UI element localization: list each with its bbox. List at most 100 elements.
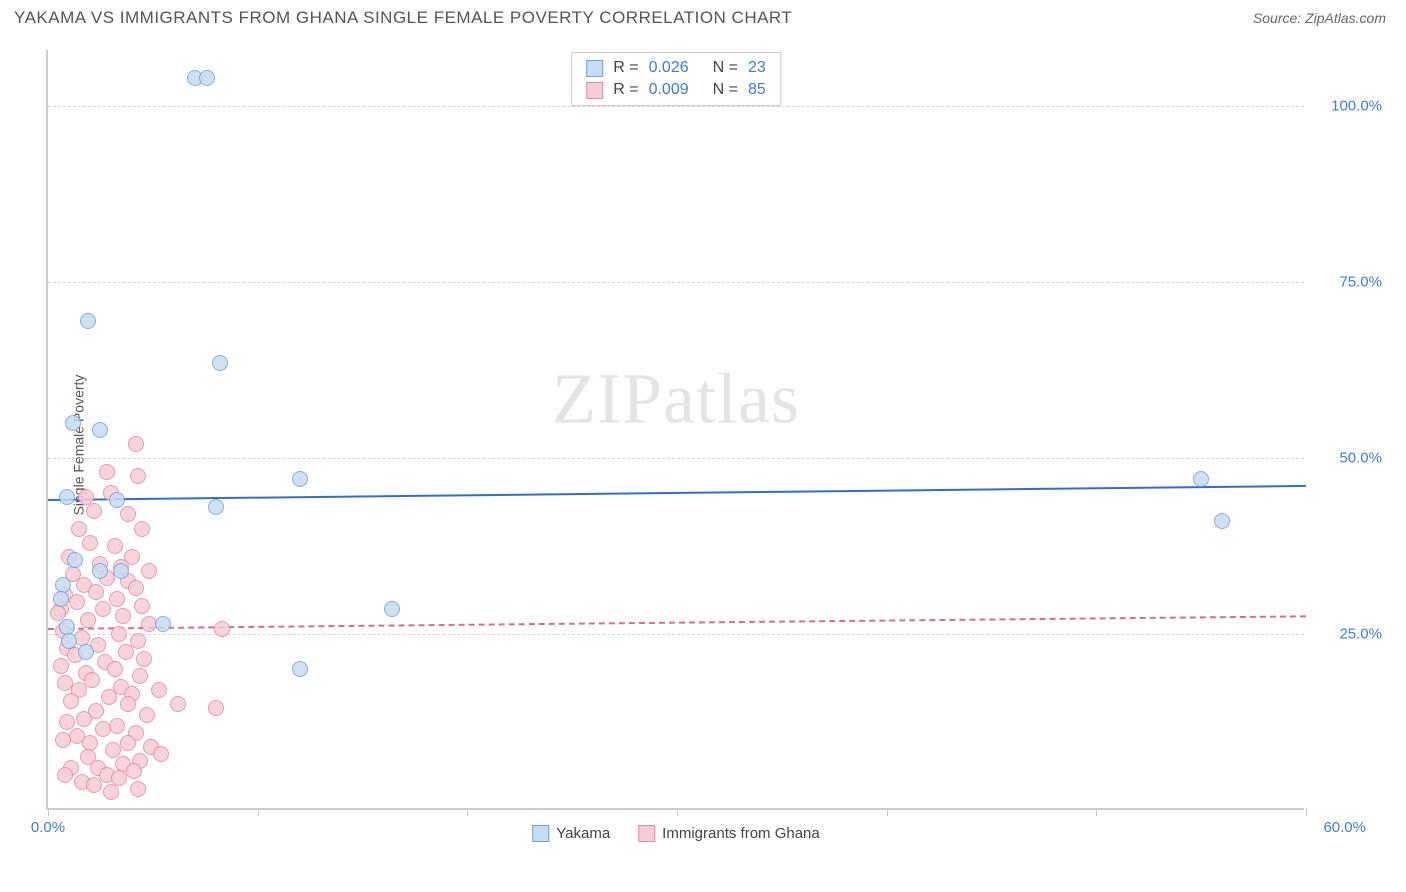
gridline xyxy=(48,106,1304,107)
data-point-yakama xyxy=(1214,513,1230,529)
data-point-ghana xyxy=(128,580,144,596)
data-point-yakama xyxy=(109,492,125,508)
x-tick xyxy=(887,808,888,816)
data-point-ghana xyxy=(86,777,102,793)
data-point-ghana xyxy=(109,591,125,607)
data-point-yakama xyxy=(92,422,108,438)
data-point-yakama xyxy=(65,415,81,431)
data-point-yakama xyxy=(212,355,228,371)
data-point-ghana xyxy=(120,735,136,751)
data-point-yakama xyxy=(208,499,224,515)
data-point-yakama xyxy=(155,616,171,632)
gridline xyxy=(48,282,1304,283)
data-point-ghana xyxy=(105,742,121,758)
data-point-ghana xyxy=(208,700,224,716)
gridline xyxy=(48,458,1304,459)
data-point-ghana xyxy=(103,784,119,800)
data-point-ghana xyxy=(99,464,115,480)
data-point-ghana xyxy=(126,763,142,779)
data-point-ghana xyxy=(63,693,79,709)
legend-swatch xyxy=(586,82,603,99)
data-point-ghana xyxy=(57,675,73,691)
legend-series: Yakama Immigrants from Ghana xyxy=(532,825,819,842)
x-tick-label: 60.0% xyxy=(1323,819,1366,836)
watermark-zip: ZIP xyxy=(552,358,663,438)
data-point-ghana xyxy=(120,696,136,712)
data-point-yakama xyxy=(384,601,400,617)
data-point-ghana xyxy=(80,612,96,628)
data-point-ghana xyxy=(84,672,100,688)
data-point-yakama xyxy=(61,633,77,649)
data-point-yakama xyxy=(59,489,75,505)
gridline xyxy=(48,634,1304,635)
data-point-ghana xyxy=(130,633,146,649)
r-value: 0.009 xyxy=(649,81,689,99)
legend-label: Immigrants from Ghana xyxy=(662,825,820,842)
trend-line-yakama xyxy=(48,485,1306,501)
data-point-ghana xyxy=(151,682,167,698)
r-value: 0.026 xyxy=(649,59,689,77)
data-point-ghana xyxy=(115,608,131,624)
data-point-yakama xyxy=(1193,471,1209,487)
data-point-yakama xyxy=(292,661,308,677)
data-point-ghana xyxy=(130,781,146,797)
x-tick xyxy=(258,808,259,816)
legend-swatch xyxy=(638,825,655,842)
data-point-ghana xyxy=(170,696,186,712)
data-point-ghana xyxy=(107,661,123,677)
data-point-ghana xyxy=(59,714,75,730)
data-point-ghana xyxy=(118,644,134,660)
x-tick xyxy=(467,808,468,816)
data-point-ghana xyxy=(107,538,123,554)
data-point-ghana xyxy=(55,732,71,748)
watermark: ZIPatlas xyxy=(552,357,800,440)
n-value: 23 xyxy=(748,59,766,77)
data-point-ghana xyxy=(214,621,230,637)
plot-area: ZIPatlas R = 0.026N = 23R = 0.009N = 85 … xyxy=(46,50,1304,810)
data-point-yakama xyxy=(92,563,108,579)
data-point-ghana xyxy=(71,521,87,537)
y-tick-label: 25.0% xyxy=(1312,626,1382,643)
legend-stats-row-ghana: R = 0.009 N = 85 xyxy=(586,79,766,101)
n-label: N = xyxy=(713,59,738,77)
legend-stats-row-yakama: R = 0.026 N = 23 xyxy=(586,57,766,79)
r-label: R = xyxy=(613,59,638,77)
x-tick xyxy=(48,808,49,816)
x-tick xyxy=(1096,808,1097,816)
legend-swatch xyxy=(586,60,603,77)
data-point-yakama xyxy=(78,644,94,660)
data-point-yakama xyxy=(80,313,96,329)
data-point-ghana xyxy=(141,616,157,632)
chart-title: YAKAMA VS IMMIGRANTS FROM GHANA SINGLE F… xyxy=(14,8,792,28)
data-point-ghana xyxy=(82,535,98,551)
data-point-ghana xyxy=(134,598,150,614)
legend-item-yakama: Yakama xyxy=(532,825,610,842)
data-point-ghana xyxy=(128,436,144,452)
n-value: 85 xyxy=(748,81,766,99)
n-label: N = xyxy=(713,81,738,99)
data-point-yakama xyxy=(199,70,215,86)
data-point-ghana xyxy=(136,651,152,667)
data-point-ghana xyxy=(141,563,157,579)
watermark-atlas: atlas xyxy=(663,358,800,438)
y-tick-label: 50.0% xyxy=(1312,450,1382,467)
legend-item-ghana: Immigrants from Ghana xyxy=(638,825,820,842)
data-point-ghana xyxy=(95,721,111,737)
data-point-ghana xyxy=(57,767,73,783)
data-point-ghana xyxy=(88,584,104,600)
data-point-ghana xyxy=(120,506,136,522)
data-point-ghana xyxy=(139,707,155,723)
data-point-ghana xyxy=(109,718,125,734)
x-tick xyxy=(1306,808,1307,816)
x-tick-label: 0.0% xyxy=(31,819,65,836)
legend-swatch xyxy=(532,825,549,842)
data-point-yakama xyxy=(113,563,129,579)
data-point-ghana xyxy=(130,468,146,484)
data-point-ghana xyxy=(95,601,111,617)
data-point-ghana xyxy=(86,503,102,519)
data-point-ghana xyxy=(132,668,148,684)
r-label: R = xyxy=(613,81,638,99)
data-point-ghana xyxy=(53,658,69,674)
data-point-yakama xyxy=(292,471,308,487)
x-tick xyxy=(677,808,678,816)
